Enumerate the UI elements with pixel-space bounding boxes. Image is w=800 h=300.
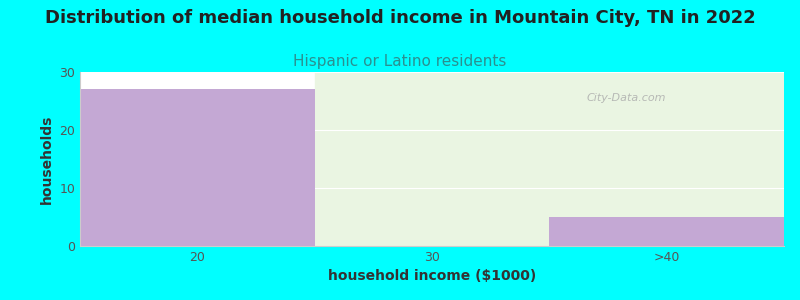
Bar bbox=[80, 89, 314, 246]
Y-axis label: households: households bbox=[40, 114, 54, 204]
X-axis label: household income ($1000): household income ($1000) bbox=[328, 269, 536, 284]
Bar bbox=[314, 72, 784, 246]
Bar bbox=[550, 217, 784, 246]
Text: Distribution of median household income in Mountain City, TN in 2022: Distribution of median household income … bbox=[45, 9, 755, 27]
Text: Hispanic or Latino residents: Hispanic or Latino residents bbox=[294, 54, 506, 69]
Text: City-Data.com: City-Data.com bbox=[587, 93, 666, 103]
